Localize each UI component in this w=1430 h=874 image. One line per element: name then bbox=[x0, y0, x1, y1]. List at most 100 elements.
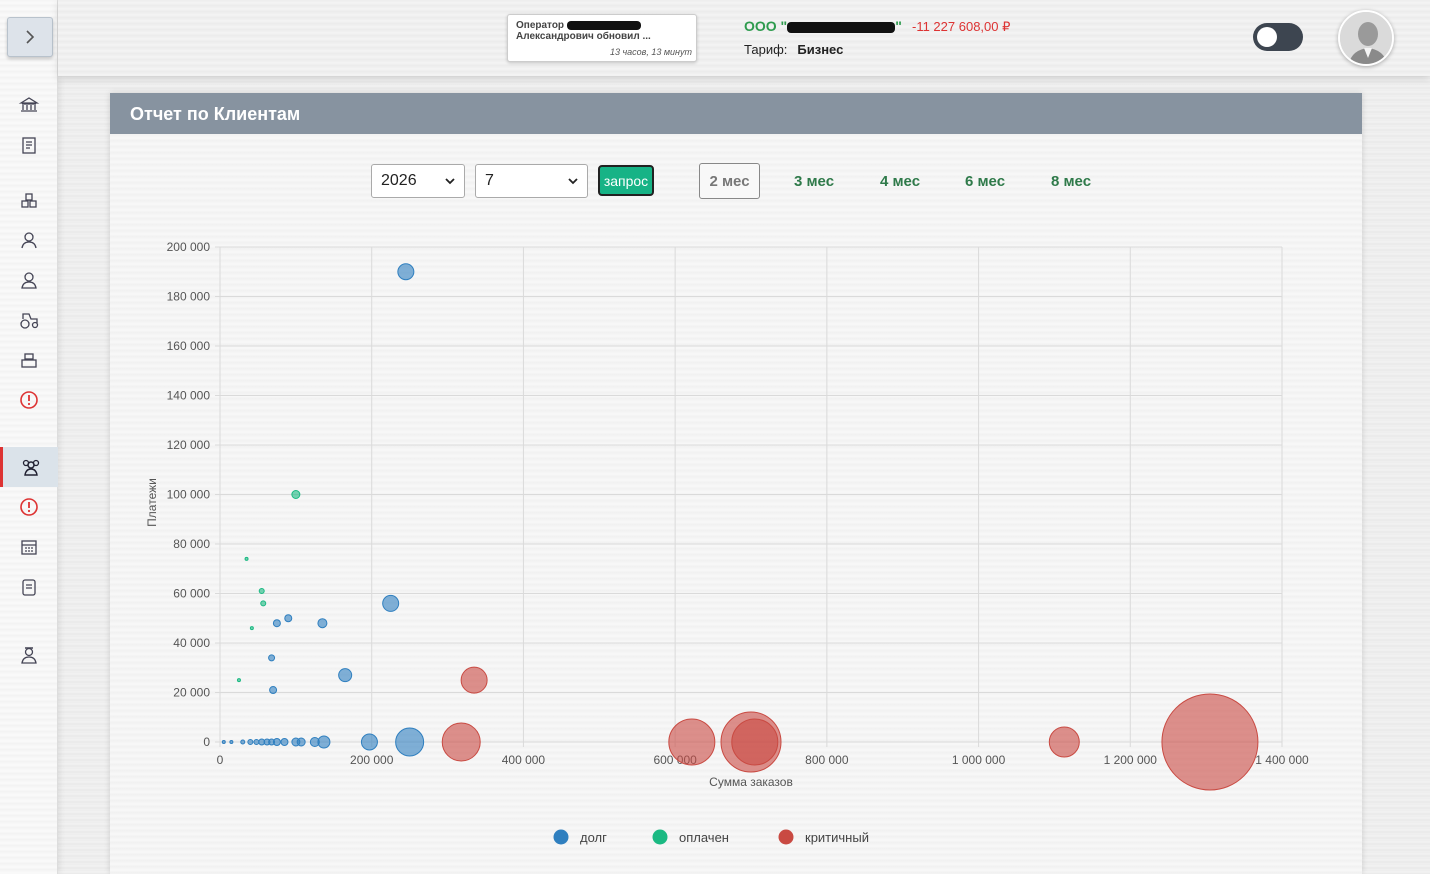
admin-icon bbox=[21, 647, 37, 664]
bubble-критичный bbox=[441, 722, 481, 762]
y-tick-label: 80 000 bbox=[173, 537, 210, 551]
period-8-months[interactable]: 8 мес bbox=[1050, 172, 1092, 190]
tractor-icon bbox=[20, 313, 39, 329]
sidebar-item-report[interactable] bbox=[0, 567, 58, 607]
bubble-оплачен bbox=[258, 588, 265, 595]
redacted-name bbox=[567, 20, 642, 30]
y-tick-label: 140 000 bbox=[167, 389, 211, 403]
year-select[interactable]: 2026 bbox=[371, 164, 465, 198]
worker-icon bbox=[21, 232, 37, 249]
bubble-долг bbox=[229, 740, 234, 744]
bubble-оплачен bbox=[244, 556, 249, 561]
legend-marker bbox=[553, 829, 569, 845]
legend-marker bbox=[778, 829, 794, 845]
month-select[interactable]: 7 bbox=[475, 164, 588, 198]
x-tick-label: 1 400 000 bbox=[1255, 753, 1309, 767]
period-2-months[interactable]: 2 мес bbox=[699, 163, 760, 199]
bubble-оплачен bbox=[260, 600, 267, 607]
bubble-оплачен bbox=[291, 490, 301, 499]
bubble-оплачен bbox=[249, 626, 254, 631]
period-3-months[interactable]: 3 мес bbox=[793, 172, 835, 190]
sidebar-item-calendar[interactable] bbox=[0, 527, 58, 567]
bubble-долг bbox=[280, 738, 289, 746]
operator-icon bbox=[21, 272, 37, 289]
y-tick-label: 180 000 bbox=[167, 290, 211, 304]
bubble-долг bbox=[291, 737, 301, 747]
bubble-критичный bbox=[668, 718, 716, 766]
y-tick-label: 40 000 bbox=[173, 636, 210, 650]
y-tick-label: 160 000 bbox=[167, 339, 211, 353]
bubble-долг bbox=[284, 614, 293, 623]
bubble-chart: 0 200 000 400 000 600 000 800 000 1 000 000 1 … bbox=[145, 240, 1309, 845]
x-tick-label: 200 000 bbox=[350, 753, 394, 767]
notice-line1: Оператор bbox=[516, 20, 565, 31]
bubble-долг bbox=[338, 668, 353, 683]
bubble-долг bbox=[397, 263, 415, 281]
bubble-критичный bbox=[1048, 726, 1080, 758]
x-tick-label: 1 200 000 bbox=[1104, 753, 1158, 767]
bubble-долг bbox=[395, 727, 425, 757]
company-name: ООО " " bbox=[744, 18, 902, 34]
y-tick-label: 100 000 bbox=[167, 488, 211, 502]
chevron-down-icon bbox=[568, 178, 578, 185]
warehouse-icon bbox=[21, 193, 37, 208]
sidebar-item-alert[interactable] bbox=[0, 487, 58, 527]
bank-icon bbox=[18, 97, 40, 112]
sidebar-item-bank[interactable] bbox=[0, 85, 58, 125]
bubble-долг bbox=[268, 654, 276, 662]
x-tick-label: 1 000 000 bbox=[952, 753, 1006, 767]
sidebar-item-warehouse[interactable] bbox=[0, 180, 58, 220]
sidebar-item-alert[interactable] bbox=[0, 380, 58, 420]
sidebar-item-tractor[interactable] bbox=[0, 300, 58, 340]
chevron-down-icon bbox=[445, 178, 455, 185]
notification-card[interactable]: Оператор Александрович обновил ... 13 ча… bbox=[507, 14, 697, 62]
calendar-icon bbox=[21, 540, 37, 555]
cash-register-icon bbox=[21, 353, 37, 368]
sidebar-item-cash-register[interactable] bbox=[0, 340, 58, 380]
tariff-value: Бизнес bbox=[797, 42, 844, 57]
sidebar bbox=[0, 0, 58, 874]
sidebar-item-worker[interactable] bbox=[0, 220, 58, 260]
bubble-критичный bbox=[1161, 693, 1259, 791]
legend-label: критичный bbox=[805, 830, 869, 845]
x-tick-label: 800 000 bbox=[805, 753, 849, 767]
sidebar-item-documents[interactable] bbox=[0, 125, 58, 165]
user-avatar[interactable] bbox=[1338, 10, 1394, 66]
bubble-критичный bbox=[460, 666, 488, 694]
chevron-right-icon bbox=[26, 30, 35, 44]
theme-toggle-switch[interactable] bbox=[1253, 23, 1303, 51]
period-4-months[interactable]: 4 мес bbox=[879, 172, 921, 190]
year-value: 2026 bbox=[381, 172, 417, 189]
bubble-долг bbox=[269, 686, 278, 695]
bubble-долг bbox=[240, 739, 246, 745]
legend-label: оплачен bbox=[679, 830, 729, 845]
legend-label: долг bbox=[580, 830, 607, 845]
sidebar-item-admin[interactable] bbox=[0, 635, 58, 675]
bubble-долг bbox=[272, 619, 281, 628]
notice-time: 13 часов, 13 минут bbox=[609, 47, 692, 57]
redacted-company bbox=[787, 21, 896, 33]
alert-icon bbox=[20, 391, 38, 409]
x-tick-label: 0 bbox=[217, 753, 224, 767]
report-icon bbox=[22, 579, 36, 596]
sidebar-item-clients[interactable] bbox=[0, 447, 58, 487]
query-button[interactable]: запрос bbox=[598, 165, 654, 196]
client-report-panel: Отчет по Клиентам 2026 7 запрос 2 мес 3 … bbox=[110, 93, 1362, 874]
sidebar-toggle-button[interactable] bbox=[7, 17, 53, 57]
notice-line2: Александрович обновил ... bbox=[516, 31, 651, 42]
y-tick-label: 20 000 bbox=[173, 686, 210, 700]
x-tick-label: 400 000 bbox=[502, 753, 546, 767]
sidebar-item-operator[interactable] bbox=[0, 260, 58, 300]
documents-icon bbox=[22, 137, 36, 154]
bubble-долг bbox=[317, 618, 328, 629]
period-6-months[interactable]: 6 мес bbox=[964, 172, 1006, 190]
bubble-долг bbox=[253, 739, 260, 745]
bubble-долг bbox=[309, 737, 320, 747]
tariff-info: Тариф: Бизнес bbox=[744, 42, 844, 57]
bubble-долг bbox=[247, 739, 254, 745]
bubble-долг bbox=[382, 594, 400, 612]
x-axis-label: Сумма заказов bbox=[709, 775, 793, 789]
panel-title: Отчет по Клиентам bbox=[110, 93, 1362, 134]
user-icon bbox=[1340, 12, 1392, 64]
bubble-долг bbox=[258, 738, 266, 746]
